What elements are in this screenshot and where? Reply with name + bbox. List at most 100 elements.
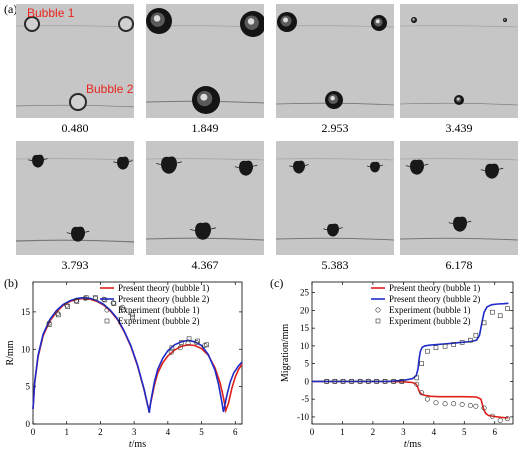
- y-tick-label: 5: [305, 359, 310, 369]
- data-point: [204, 342, 209, 348]
- frame-1: [16, 4, 134, 118]
- legend-c: Present theory (bubble 1)Present theory …: [371, 283, 480, 326]
- x-tick-label: 5: [199, 427, 204, 437]
- y-tick-label: 10: [300, 341, 310, 351]
- data-point: [473, 403, 479, 409]
- data-point: [186, 336, 192, 342]
- data-point: [55, 312, 61, 318]
- data-point: [74, 299, 80, 304]
- data-point: [382, 379, 388, 384]
- legend-swatch: [104, 307, 110, 313]
- data-point: [111, 301, 117, 306]
- x-tick-label: 2: [371, 427, 376, 437]
- data-point: [93, 295, 98, 300]
- data-point: [169, 345, 175, 351]
- y-tick-label: -10: [297, 412, 309, 422]
- y-tick-label: -5: [302, 394, 310, 404]
- series-line-1: [312, 380, 509, 419]
- data-point: [332, 379, 338, 384]
- data-point: [481, 320, 487, 326]
- data-point: [497, 417, 503, 423]
- legend-label: Experiment (bubble 1): [389, 305, 470, 315]
- y-tick-label: 15: [300, 323, 310, 333]
- frame-2: [146, 4, 264, 118]
- data-point: [433, 345, 439, 350]
- data-point: [425, 348, 430, 354]
- bubble-2-image: [454, 95, 464, 105]
- bubble-2-image: [325, 91, 343, 109]
- data-point: [414, 375, 420, 381]
- data-point: [414, 381, 420, 387]
- data-point: [110, 300, 116, 306]
- bubble-1-image: [366, 161, 384, 173]
- frame-7: [276, 141, 394, 255]
- data-point: [73, 298, 79, 304]
- series-line-2: [32, 296, 243, 413]
- data-point: [473, 332, 479, 338]
- data-point: [489, 309, 495, 315]
- frame-3: [276, 4, 394, 118]
- bubble-1-label: Bubble 1: [27, 6, 75, 20]
- data-point: [459, 401, 465, 407]
- data-point: [340, 379, 346, 384]
- bubble-2-image: [323, 223, 343, 237]
- y-tick-label: 0: [305, 376, 310, 386]
- panel-b-label: (b): [4, 276, 18, 290]
- data-point: [505, 306, 510, 311]
- data-point: [481, 405, 487, 411]
- legend-label: Present theory (bubble 1): [389, 283, 480, 293]
- y-tick-label: 0: [26, 419, 31, 429]
- data-point: [505, 416, 511, 422]
- data-point: [399, 379, 405, 384]
- y-tick-label: 15: [21, 307, 31, 317]
- x-tick-label: 3: [401, 427, 406, 437]
- data-point: [195, 338, 200, 344]
- x-tick-label: 3: [132, 427, 137, 437]
- data-point: [451, 401, 457, 407]
- data-point: [177, 345, 183, 351]
- x-tick-label: 4: [166, 427, 171, 437]
- data-point: [374, 379, 379, 384]
- bubble-1-image: [289, 160, 309, 174]
- frame-time-label: 3.793: [61, 258, 89, 272]
- data-point: [424, 396, 430, 402]
- legend-swatch: [375, 318, 381, 324]
- legend-label: Present theory (bubble 2): [389, 294, 480, 304]
- bubble-1-image: [371, 15, 387, 31]
- y-tick-label: 25: [300, 288, 310, 298]
- y-tick-label: 20: [300, 305, 310, 315]
- bubble-1-image: [240, 11, 264, 37]
- data-point: [366, 379, 371, 384]
- x-axis-label: t/ms: [129, 439, 146, 450]
- legend-label: Present theory (bubble 1): [118, 283, 209, 293]
- frame-time-label: 2.953: [321, 121, 349, 135]
- bubble-1-image: [234, 160, 258, 176]
- frame-8: [400, 141, 518, 255]
- x-tick-label: 6: [492, 427, 497, 437]
- x-axis-label: t/ms: [404, 439, 421, 450]
- bubble-1-image: [118, 16, 134, 32]
- x-tick-label: 0: [310, 427, 315, 437]
- x-tick-label: 2: [98, 427, 103, 437]
- bubble-2-image: [448, 216, 472, 232]
- y-tick-label: 10: [21, 344, 31, 354]
- chart-c: 0 1 2 3 4 5 6 -10 -5 0 5 10 15 20 25 t/ms Migration/mm Pr…: [280, 281, 514, 450]
- data-point: [419, 361, 424, 366]
- bubble-1-image: [24, 16, 40, 32]
- x-tick-label: 6: [233, 427, 238, 437]
- x-tick-label: 1: [340, 427, 345, 437]
- frame-time-label: 6.178: [445, 258, 473, 272]
- panel-c-label: (c): [270, 276, 284, 290]
- y-axis-label: R/mm: [5, 340, 16, 365]
- legend-swatch: [375, 307, 381, 313]
- data-point: [349, 379, 354, 384]
- axes-box-b: [32, 281, 243, 425]
- data-point: [83, 295, 89, 300]
- axes-box-c: [311, 281, 514, 425]
- legend-label: Present theory (bubble 2): [118, 294, 209, 304]
- data-point: [65, 304, 71, 309]
- frame-6: [146, 141, 264, 255]
- data-point: [64, 302, 70, 308]
- bubble-2-image: [69, 93, 87, 111]
- bubble-1-image: [405, 159, 429, 175]
